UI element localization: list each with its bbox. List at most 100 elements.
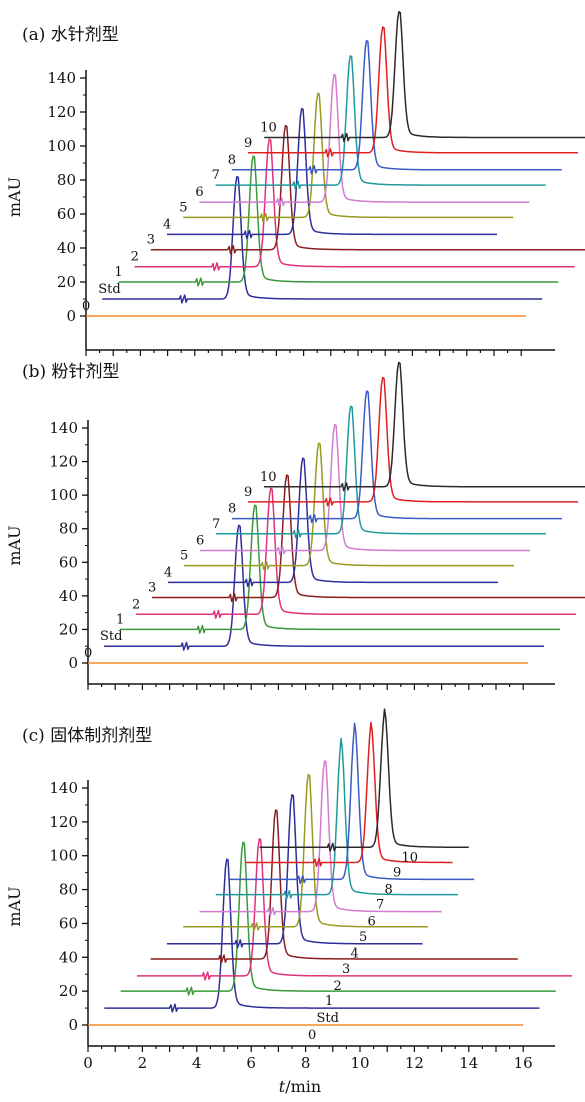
y-tick-label: 0 [68,654,78,672]
series-line-4 [168,457,498,587]
series-label: 2 [132,597,140,612]
y-tick-label: 80 [59,520,78,538]
y-tick-label: 40 [59,948,78,966]
series-label: 4 [163,217,171,232]
series-label: 3 [147,233,155,248]
series-label: 4 [164,565,172,580]
series-line-8 [231,39,562,175]
series-label: 1 [114,265,122,280]
series-line-8 [232,390,562,524]
y-axis-label: mAU [5,525,24,565]
series-line-7 [216,405,546,539]
x-axis-label: t/min [279,1077,321,1096]
series-label: 10 [402,850,419,865]
series-line-5 [184,442,514,571]
y-tick-label: 100 [49,486,78,504]
series-line-10 [264,361,585,492]
series-line-9 [248,26,578,158]
series-label: 2 [334,979,342,994]
x-tick-label: 10 [350,1054,369,1072]
y-tick-label: 20 [59,620,78,638]
x-tick-label: 2 [138,1054,148,1072]
series-line-9 [245,721,453,868]
panel-title: (c) 固体制剂剂型 [22,726,152,746]
chart-panel-1: (a) 水针剂型 0 20 40 60 80 100 120 140 mAU 0 Std 1234567… [5,10,585,356]
y-tick-label: 100 [49,847,78,865]
series-label: 8 [228,153,236,168]
series-label: 6 [196,534,204,549]
y-tick-label: 80 [59,881,78,899]
series-line-6 [199,760,442,917]
x-tick-label: 6 [246,1054,256,1072]
y-tick-label: 0 [68,1016,78,1034]
series-line-7 [215,55,546,190]
series-line-1 [118,155,559,287]
series-label: 0 [82,299,90,314]
series-line-3 [150,124,585,255]
series-label: 6 [195,185,203,200]
series-label: 10 [260,470,277,485]
series-label: 7 [212,168,220,183]
series-line-1 [120,504,560,634]
x-tick-label: 12 [405,1054,424,1072]
y-tick-label: 120 [47,103,76,121]
y-tick-label: 60 [59,553,78,571]
series-label: Std [100,629,122,644]
series-label: 0 [308,1028,316,1043]
x-tick-label: 4 [192,1054,202,1072]
series-line-10 [259,708,469,852]
series-line-10 [264,10,585,143]
series-label: 7 [212,517,220,532]
y-tick-label: 140 [49,779,78,797]
series-line-Std [104,524,544,651]
series-label: 4 [351,947,359,962]
series-line-2 [134,138,575,272]
series-label: 5 [179,200,187,215]
series-label: 1 [116,612,124,627]
y-tick-label: 140 [49,419,78,437]
series-label: 9 [393,865,401,880]
panel-title: (a) 水针剂型 [22,25,119,45]
y-tick-label: 120 [49,453,78,471]
y-tick-label: 60 [57,205,76,223]
series-line-4 [166,794,423,949]
series-line-6 [200,423,530,556]
series-label: 8 [228,502,236,517]
series-label: 7 [376,898,384,913]
x-tick-label: 16 [514,1054,533,1072]
x-tick-label: 0 [83,1054,93,1072]
series-line-1 [120,841,556,996]
series-label: 3 [342,962,350,977]
series-line-7 [215,737,458,900]
y-tick-label: 60 [59,914,78,932]
series-label: 6 [368,915,376,930]
series-label: 9 [244,485,252,500]
series-line-3 [152,474,585,603]
series-label: 5 [359,930,367,945]
panel-title: (b) 粉针剂型 [22,362,120,382]
series-line-3 [150,809,518,964]
series-label: 8 [385,882,393,897]
y-tick-label: 120 [49,813,78,831]
y-tick-label: 80 [57,171,76,189]
series-label: 1 [325,994,333,1009]
series-label: 9 [244,136,252,151]
series-line-2 [137,838,573,981]
y-tick-label: 40 [59,587,78,605]
y-tick-label: 0 [66,307,76,325]
series-label: Std [98,282,120,297]
y-tick-label: 40 [57,239,76,257]
chart-panel-2: (b) 粉针剂型 0 20 40 60 80 100 120 140 mAU 0 Std 1234567… [5,361,585,690]
y-tick-label: 140 [47,69,76,87]
series-line-Std [102,175,543,304]
series-line-4 [167,107,497,240]
series-label: 2 [131,250,139,265]
y-tick-label: 100 [47,137,76,155]
x-tick-label: 14 [459,1054,478,1072]
series-label: 10 [260,121,277,136]
series-label: Std [317,1011,339,1026]
y-tick-label: 20 [57,273,76,291]
